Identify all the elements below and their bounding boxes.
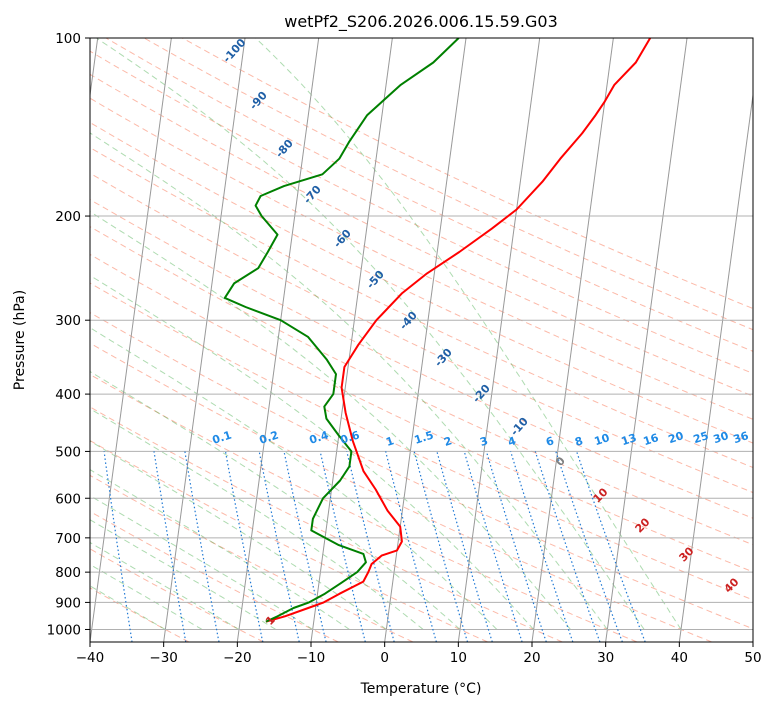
y-tick-label: 500 — [55, 444, 81, 460]
mixing-ratio-label: 8 — [573, 434, 584, 449]
moist-adiabat-line — [90, 563, 203, 630]
dry-adiabat-line — [90, 226, 753, 546]
x-tick-label: 20 — [523, 650, 540, 666]
mixing-ratio-label: 0.2 — [258, 428, 281, 446]
mixing-ratio-line — [385, 451, 437, 642]
moist-adiabat-line — [96, 38, 645, 630]
x-tick-label: −20 — [223, 650, 252, 666]
isotherm-line — [384, 38, 467, 642]
isotherm-line — [236, 38, 320, 642]
y-tick-label: 100 — [55, 31, 81, 47]
moist-adiabat-line — [90, 327, 498, 630]
moist-adiabat-line — [90, 519, 277, 630]
dry-adiabat-line — [90, 406, 563, 642]
isotherm-line — [457, 38, 541, 642]
y-axis-label: Pressure (hPa) — [12, 290, 28, 390]
dry-adiabat-line — [90, 121, 753, 444]
isotherm-line — [605, 38, 688, 642]
mixing-ratio-label: 16 — [642, 431, 661, 448]
dry-adiabat-line — [90, 172, 753, 494]
mixing-ratio-line — [283, 451, 327, 642]
dry-adiabat-line — [90, 548, 264, 642]
dry-adiabat-line — [90, 342, 712, 642]
mixing-ratio-label: 0.4 — [308, 428, 331, 446]
mixing-ratio-line — [436, 451, 493, 642]
dry-adiabat-line — [90, 97, 753, 420]
plot-area — [90, 38, 753, 642]
mixing-ratio-label: 0.1 — [211, 428, 234, 446]
x-tick-label: −30 — [149, 650, 178, 666]
dewpoint-profile-line — [223, 38, 460, 623]
x-tick-label: 50 — [744, 650, 761, 666]
mixing-ratio-label: 4 — [506, 434, 518, 449]
mixing-ratio-label: 0.6 — [339, 428, 362, 446]
isotherm-line — [531, 38, 614, 642]
moist-adiabat-line — [90, 440, 387, 630]
x-tick-label: −40 — [76, 650, 105, 666]
y-tick-label: 1000 — [47, 622, 81, 638]
dry-adiabat-line — [90, 373, 638, 642]
mixing-ratio-line — [346, 451, 395, 642]
mixing-ratio-label: 20 — [667, 429, 686, 446]
chart-title: wetPf2_S206.2026.006.15.59.G03 — [284, 12, 558, 32]
y-tick-label: 400 — [55, 387, 81, 403]
moist-adiabat-line — [90, 541, 240, 630]
isotherm-line — [310, 38, 393, 642]
mixing-ratio-line — [555, 451, 623, 642]
isotherm-line — [90, 38, 172, 642]
y-tick-label: 300 — [55, 313, 81, 329]
mixing-ratio-line — [576, 451, 646, 642]
mixing-ratio-label: 2 — [442, 434, 453, 449]
moist-adiabat-line — [255, 38, 682, 630]
mixing-ratio-line — [258, 451, 300, 642]
temperature-profile-line — [265, 38, 652, 623]
y-tick-label: 800 — [55, 565, 81, 581]
mixing-ratio-label: 25 — [692, 429, 711, 446]
y-tick-label: 600 — [55, 491, 81, 507]
x-tick-label: −10 — [297, 650, 326, 666]
mixing-ratio-line — [319, 451, 366, 642]
dry-adiabat-line — [90, 312, 753, 630]
mixing-ratio-line — [510, 451, 574, 642]
mixing-ratio-label: 6 — [544, 434, 556, 449]
mixing-ratio-line — [153, 451, 187, 642]
dry-adiabat-line — [90, 439, 488, 642]
dry-adiabat-line — [90, 510, 339, 642]
isotherm-line — [163, 38, 246, 642]
x-tick-label: 30 — [597, 650, 614, 666]
axes: −40 −30 −20 −10 0 10 20 30 40 5010020030040050060… — [47, 31, 762, 666]
mixing-ratio-label: 1.5 — [413, 428, 436, 446]
mixing-ratio-line — [103, 451, 133, 642]
y-tick-label: 700 — [55, 531, 81, 547]
moist-adiabat-line — [90, 585, 166, 630]
moist-adiabat-line — [90, 469, 350, 630]
mixing-ratio-label: 10 — [593, 431, 612, 448]
moist-adiabat-line — [90, 132, 608, 630]
dry-adiabat-line — [143, 38, 753, 331]
mixing-ratio-line — [485, 451, 547, 642]
dry-adiabat-line — [90, 282, 753, 601]
mixing-ratio-label: 1 — [384, 434, 395, 449]
mixing-ratio-label: 36 — [732, 429, 751, 446]
isotherm-line — [678, 91, 753, 642]
x-tick-label: 10 — [450, 650, 467, 666]
moist-adiabat-line — [90, 370, 461, 630]
plot-frame — [89, 37, 754, 643]
x-axis-label: Temperature (°C) — [360, 681, 482, 697]
dry-adiabat-line — [105, 38, 753, 352]
moist-adiabat-line — [90, 211, 571, 630]
mixing-ratio-line — [413, 451, 469, 642]
mixing-ratio-line — [463, 451, 523, 642]
mixing-ratio-label: 30 — [712, 429, 731, 446]
y-tick-label: 200 — [55, 209, 81, 225]
y-tick-label: 900 — [55, 595, 81, 611]
mixing-ratio-label: 13 — [620, 431, 639, 448]
x-tick-label: 40 — [671, 650, 688, 666]
dry-adiabat-line — [90, 253, 753, 573]
mixing-ratio-label: 3 — [478, 434, 489, 449]
x-tick-label: 0 — [380, 650, 389, 666]
mixing-ratio-line — [534, 451, 601, 642]
